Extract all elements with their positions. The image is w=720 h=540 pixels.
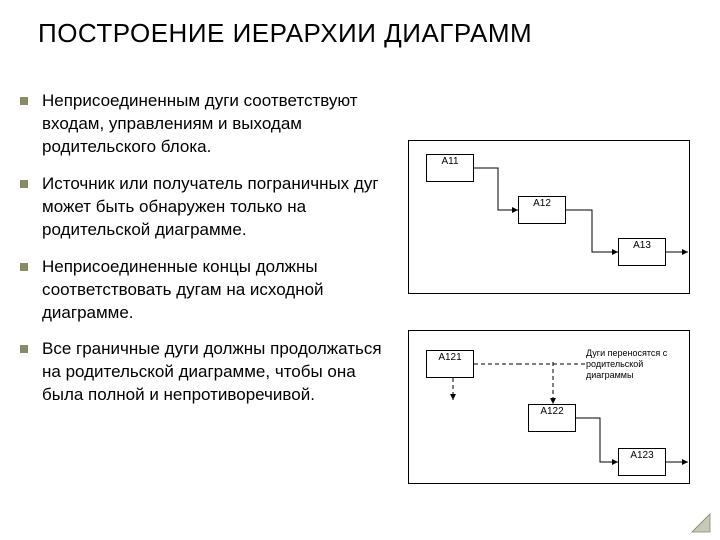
node-a123: А123: [618, 448, 666, 476]
bullet-text: Неприсоединенным дуги соответствуют вход…: [42, 91, 358, 156]
node-a11: А11: [426, 154, 474, 182]
list-item: Неприсоединенные концы должны соответств…: [16, 256, 398, 325]
diagram-caption: Дуги переносятся с родительской диаграмм…: [586, 348, 686, 380]
node-label: А11: [441, 156, 458, 167]
bullet-text: Все граничные дуги должны продолжаться н…: [42, 339, 382, 404]
node-label: А13: [633, 240, 651, 251]
list-item: Источник или получатель пограничных дуг …: [16, 173, 398, 242]
node-a13: А13: [618, 238, 666, 266]
node-label: А12: [533, 198, 551, 209]
list-item: Неприсоединенным дуги соответствуют вход…: [16, 90, 398, 159]
diagram: А11 А12 А13 А121 А122 А123 Дуги перенося…: [408, 140, 688, 510]
node-a121: А121: [426, 350, 474, 378]
node-a122: А122: [528, 404, 576, 432]
node-label: А123: [630, 450, 653, 461]
node-label: А121: [438, 352, 461, 363]
bullet-text: Неприсоединенные концы должны соответств…: [42, 257, 324, 322]
node-a12: А12: [518, 196, 566, 224]
list-item: Все граничные дуги должны продолжаться н…: [16, 338, 398, 407]
page-title: ПОСТРОЕНИЕ ИЕРАРХИИ ДИАГРАММ: [38, 18, 700, 49]
node-label: А122: [540, 406, 563, 417]
bullet-square-icon: [20, 97, 28, 105]
bullet-square-icon: [20, 180, 28, 188]
bullet-text: Источник или получатель пограничных дуг …: [42, 174, 379, 239]
bullet-list: Неприсоединенным дуги соответствуют вход…: [16, 90, 398, 421]
bullet-square-icon: [20, 345, 28, 353]
bullet-square-icon: [20, 263, 28, 271]
corner-fold-icon: [690, 512, 712, 534]
